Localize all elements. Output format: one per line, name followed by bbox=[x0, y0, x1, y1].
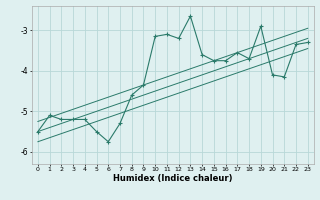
X-axis label: Humidex (Indice chaleur): Humidex (Indice chaleur) bbox=[113, 174, 233, 183]
